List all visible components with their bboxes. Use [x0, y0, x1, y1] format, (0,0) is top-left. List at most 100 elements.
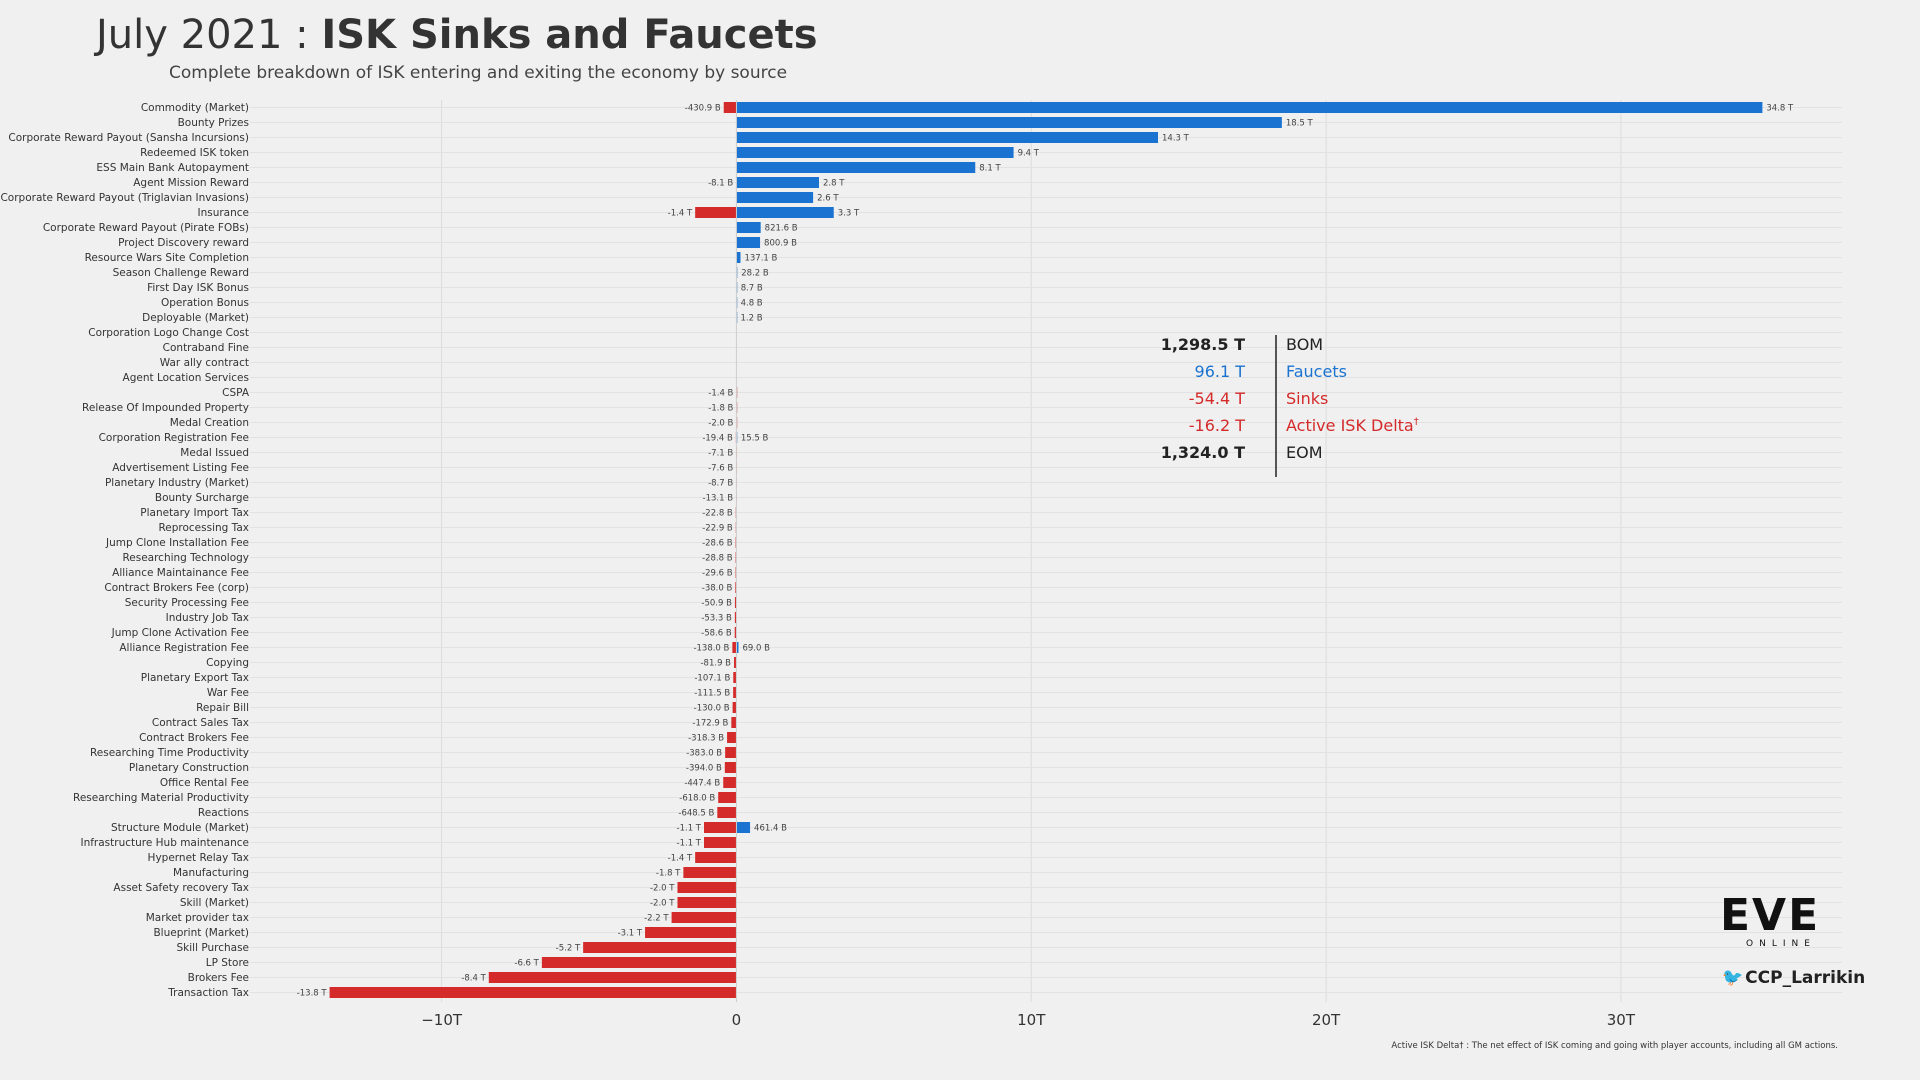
faucet-bar: [736, 102, 1763, 113]
faucet-bar: [736, 642, 739, 653]
sink-value-label: -8.7 B: [708, 479, 733, 489]
category-label: Researching Technology: [122, 552, 249, 564]
sink-value-label: -3.1 T: [618, 929, 643, 939]
category-label: Agent Mission Reward: [133, 177, 249, 189]
faucet-bar: [736, 177, 819, 188]
category-label: Asset Safety recovery Tax: [113, 882, 249, 894]
sink-bar: [725, 747, 737, 758]
twitter-bird-icon: 🐦: [1722, 968, 1744, 988]
summary-value: -54.4 T: [1188, 389, 1245, 408]
summary-value: 96.1 T: [1194, 362, 1245, 381]
sink-value-label: -6.6 T: [514, 959, 539, 969]
sink-bar: [645, 927, 737, 938]
faucet-bar: [736, 237, 761, 248]
category-label: Industry Job Tax: [166, 612, 249, 624]
summary-label: Sinks: [1286, 389, 1329, 408]
category-label: Blueprint (Market): [153, 927, 249, 939]
sink-value-label: -28.8 B: [702, 554, 733, 564]
sink-value-label: -38.0 B: [702, 584, 733, 594]
category-label: ESS Main Bank Autopayment: [96, 162, 249, 174]
faucet-value-label: 14.3 T: [1162, 134, 1190, 144]
category-label: Contraband Fine: [163, 342, 249, 354]
summary-label: BOM: [1286, 335, 1324, 354]
sink-value-label: -1.4 B: [708, 389, 733, 399]
sink-bar: [734, 627, 737, 638]
category-label: Copying: [206, 657, 249, 669]
logo-main-text: EVE: [1720, 890, 1821, 941]
sink-value-label: -648.5 B: [678, 809, 714, 819]
category-label: Planetary Export Tax: [141, 672, 249, 684]
sink-value-label: -58.6 B: [701, 629, 732, 639]
category-label: Structure Module (Market): [111, 822, 249, 834]
x-tick-label: 30T: [1607, 1011, 1636, 1029]
faucet-value-label: 3.3 T: [838, 209, 860, 219]
sink-bar: [734, 657, 737, 668]
category-label: CSPA: [222, 387, 250, 399]
sink-bar: [329, 987, 737, 998]
sink-value-label: -1.8 B: [708, 404, 733, 414]
title-main: ISK Sinks and Faucets: [321, 12, 818, 58]
faucet-value-label: 1.2 B: [740, 314, 762, 324]
category-label: Corporate Reward Payout (Pirate FOBs): [43, 222, 249, 234]
category-label: Season Challenge Reward: [113, 267, 249, 279]
sink-value-label: -13.1 B: [703, 494, 734, 504]
sink-value-label: -2.0 T: [650, 899, 675, 909]
sink-bar: [723, 102, 737, 113]
chart-subtitle: Complete breakdown of ISK entering and e…: [169, 63, 788, 83]
category-label: Commodity (Market): [141, 102, 249, 114]
category-label: Repair Bill: [196, 702, 249, 714]
sink-value-label: -22.9 B: [702, 524, 733, 534]
faucet-value-label: 137.1 B: [744, 254, 777, 264]
summary-divider: [1275, 335, 1277, 477]
chart-title: July 2021 : ISK Sinks and Faucets: [96, 12, 818, 58]
sink-value-label: -53.3 B: [701, 614, 732, 624]
category-label: Corporate Reward Payout (Triglavian Inva…: [0, 192, 249, 204]
category-label: Hypernet Relay Tax: [148, 852, 249, 864]
faucet-bar: [736, 162, 976, 173]
faucet-value-label: 2.8 T: [823, 179, 845, 189]
sink-bar: [718, 792, 737, 803]
sink-bar: [683, 867, 737, 878]
sink-value-label: -22.8 B: [702, 509, 733, 519]
x-tick-label: 0: [732, 1011, 742, 1029]
sink-value-label: -1.1 T: [677, 839, 702, 849]
category-label: Resource Wars Site Completion: [85, 252, 249, 264]
sink-value-label: -2.0 B: [708, 419, 733, 429]
sink-value-label: -7.1 B: [708, 449, 733, 459]
category-label: Planetary Industry (Market): [105, 477, 249, 489]
sink-value-label: -1.4 T: [668, 209, 693, 219]
faucet-value-label: 9.4 T: [1018, 149, 1040, 159]
faucet-bar: [736, 132, 1159, 143]
category-label: Deployable (Market): [142, 312, 249, 324]
sink-value-label: -8.4 T: [461, 974, 486, 984]
category-label: Jump Clone Installation Fee: [105, 537, 249, 549]
sink-bar: [704, 822, 737, 833]
sink-bar: [583, 942, 737, 953]
faucet-value-label: 28.2 B: [741, 269, 769, 279]
sink-bar: [732, 642, 737, 653]
category-label: Transaction Tax: [167, 987, 249, 999]
category-label: Manufacturing: [173, 867, 249, 879]
category-label: Infrastructure Hub maintenance: [80, 837, 249, 849]
faucet-bar: [736, 822, 751, 833]
x-tick-label: 10T: [1017, 1011, 1046, 1029]
sink-bar: [724, 762, 737, 773]
faucet-value-label: 461.4 B: [754, 824, 787, 834]
summary-label: Active ISK Delta†: [1286, 416, 1419, 435]
sink-bar: [671, 912, 737, 923]
sink-bar: [732, 702, 737, 713]
category-label: Skill (Market): [180, 897, 249, 909]
faucet-value-label: 8.1 T: [979, 164, 1001, 174]
sink-bar: [488, 972, 737, 983]
category-label: Security Processing Fee: [125, 597, 249, 609]
category-label: War ally contract: [160, 357, 249, 369]
category-label: Market provider tax: [146, 912, 249, 924]
sink-value-label: -318.3 B: [688, 734, 724, 744]
sink-value-label: -8.1 B: [708, 179, 733, 189]
category-label: Corporation Logo Change Cost: [88, 327, 249, 339]
sink-value-label: -383.0 B: [686, 749, 722, 759]
sink-value-label: -2.2 T: [644, 914, 669, 924]
sink-bar: [677, 897, 737, 908]
category-label: Contract Brokers Fee: [139, 732, 249, 744]
category-label: Office Rental Fee: [160, 777, 249, 789]
